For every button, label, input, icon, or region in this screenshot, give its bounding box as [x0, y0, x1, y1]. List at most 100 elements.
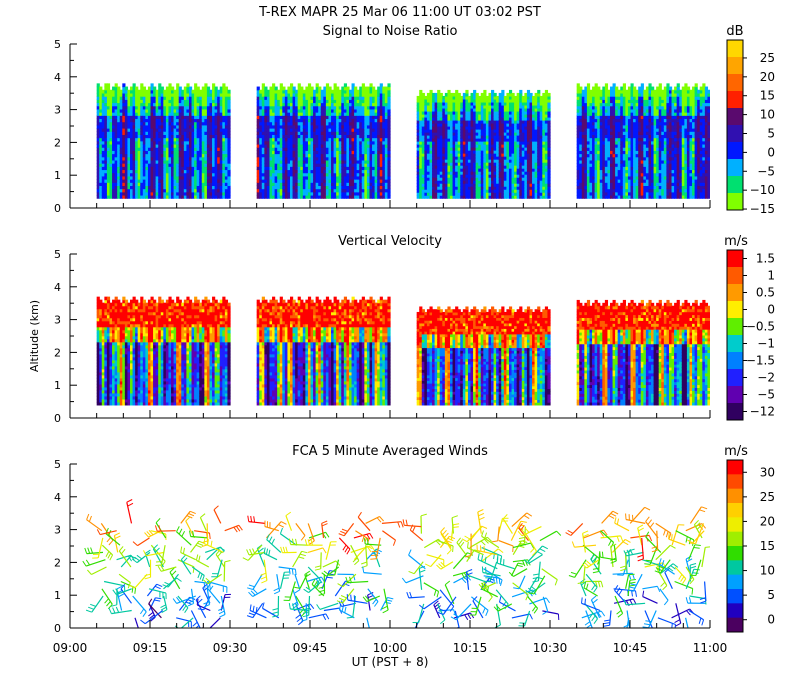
- data-cell: [277, 134, 281, 139]
- data-cell: [142, 166, 146, 171]
- data-cell: [104, 147, 108, 151]
- data-cell: [424, 138, 428, 142]
- data-cell: [364, 150, 368, 155]
- data-cell: [284, 99, 289, 104]
- data-cell: [506, 153, 510, 157]
- data-cell: [496, 104, 500, 109]
- data-cell: [153, 124, 157, 129]
- data-cell: [320, 102, 324, 107]
- data-cell: [217, 128, 221, 132]
- data-cell: [272, 166, 276, 171]
- data-cell: [475, 168, 479, 172]
- data-cell: [470, 95, 474, 100]
- data-cell: [354, 169, 358, 174]
- colorbar1-unit: dB: [726, 24, 743, 39]
- data-cell: [421, 116, 425, 121]
- data-cell: [163, 147, 167, 151]
- data-cell: [364, 118, 368, 123]
- data-cell: [287, 188, 291, 193]
- data-cell: [160, 102, 164, 107]
- data-cell: [338, 128, 342, 132]
- data-cell: [325, 89, 330, 94]
- data-cell: [455, 144, 459, 148]
- data-cell: [160, 147, 164, 151]
- data-cell: [483, 192, 487, 196]
- data-cell: [124, 194, 129, 199]
- data-cell: [135, 172, 139, 177]
- data-cell: [150, 163, 154, 167]
- data-cell: [359, 115, 363, 120]
- data-cell: [142, 156, 146, 161]
- data-cell: [488, 144, 492, 148]
- data-cell: [325, 86, 330, 91]
- data-cell: [173, 147, 177, 151]
- data-cell: [214, 159, 218, 164]
- data-cell: [135, 121, 139, 126]
- data-cell: [188, 172, 193, 177]
- data-cell: [227, 188, 231, 193]
- data-cell: [112, 159, 116, 164]
- data-cell: [171, 191, 175, 196]
- data-cell: [160, 185, 164, 190]
- data-cell: [140, 134, 144, 139]
- data-cell: [112, 102, 116, 107]
- data-cell: [302, 182, 306, 187]
- data-cell: [212, 99, 216, 104]
- data-cell: [462, 95, 466, 100]
- data-cell: [227, 89, 231, 94]
- data-cell: [214, 150, 218, 155]
- data-cell: [444, 186, 449, 190]
- data-cell: [132, 172, 136, 177]
- data-cell: [196, 191, 200, 196]
- data-cell: [297, 150, 301, 155]
- data-cell: [318, 182, 322, 187]
- data-cell: [130, 156, 134, 161]
- data-cell: [307, 194, 312, 199]
- data-cell: [119, 147, 123, 151]
- data-cell: [155, 159, 159, 164]
- data-cell: [183, 124, 188, 129]
- data-cell: [256, 99, 260, 104]
- data-cell: [331, 134, 335, 139]
- data-cell: [114, 108, 118, 113]
- data-cell: [176, 128, 180, 132]
- data-cell: [186, 134, 190, 139]
- data-cell: [457, 101, 461, 106]
- data-cell: [137, 92, 141, 97]
- data-cell: [416, 126, 420, 130]
- data-cell: [153, 99, 157, 104]
- data-cell: [452, 189, 456, 193]
- data-cell: [135, 163, 139, 167]
- data-cell: [356, 185, 360, 190]
- data-cell: [508, 165, 513, 169]
- data-cell: [264, 191, 268, 196]
- data-cell: [480, 135, 484, 139]
- data-cell: [261, 147, 265, 151]
- data-cell: [455, 159, 459, 163]
- data-cell: [99, 185, 103, 190]
- data-cell: [379, 124, 383, 129]
- data-cell: [346, 89, 350, 94]
- data-cell: [227, 102, 231, 107]
- data-cell: [269, 163, 273, 167]
- data-cell: [269, 112, 273, 116]
- data-cell: [186, 156, 190, 161]
- data-cell: [217, 96, 221, 100]
- data-cell: [354, 185, 358, 190]
- data-cell: [160, 169, 164, 174]
- data-cell: [424, 107, 428, 112]
- data-cell: [178, 102, 182, 107]
- data-cell: [106, 163, 111, 167]
- data-cell: [379, 118, 383, 123]
- data-cell: [171, 102, 175, 107]
- data-cell: [222, 89, 226, 94]
- data-cell: [387, 147, 391, 151]
- data-cell: [264, 121, 268, 126]
- data-cell: [439, 141, 443, 145]
- data-cell: [429, 89, 433, 94]
- data-cell: [158, 137, 162, 142]
- data-cell: [163, 172, 167, 177]
- data-cell: [287, 134, 291, 139]
- data-cell: [261, 118, 265, 123]
- data-cell: [374, 121, 378, 126]
